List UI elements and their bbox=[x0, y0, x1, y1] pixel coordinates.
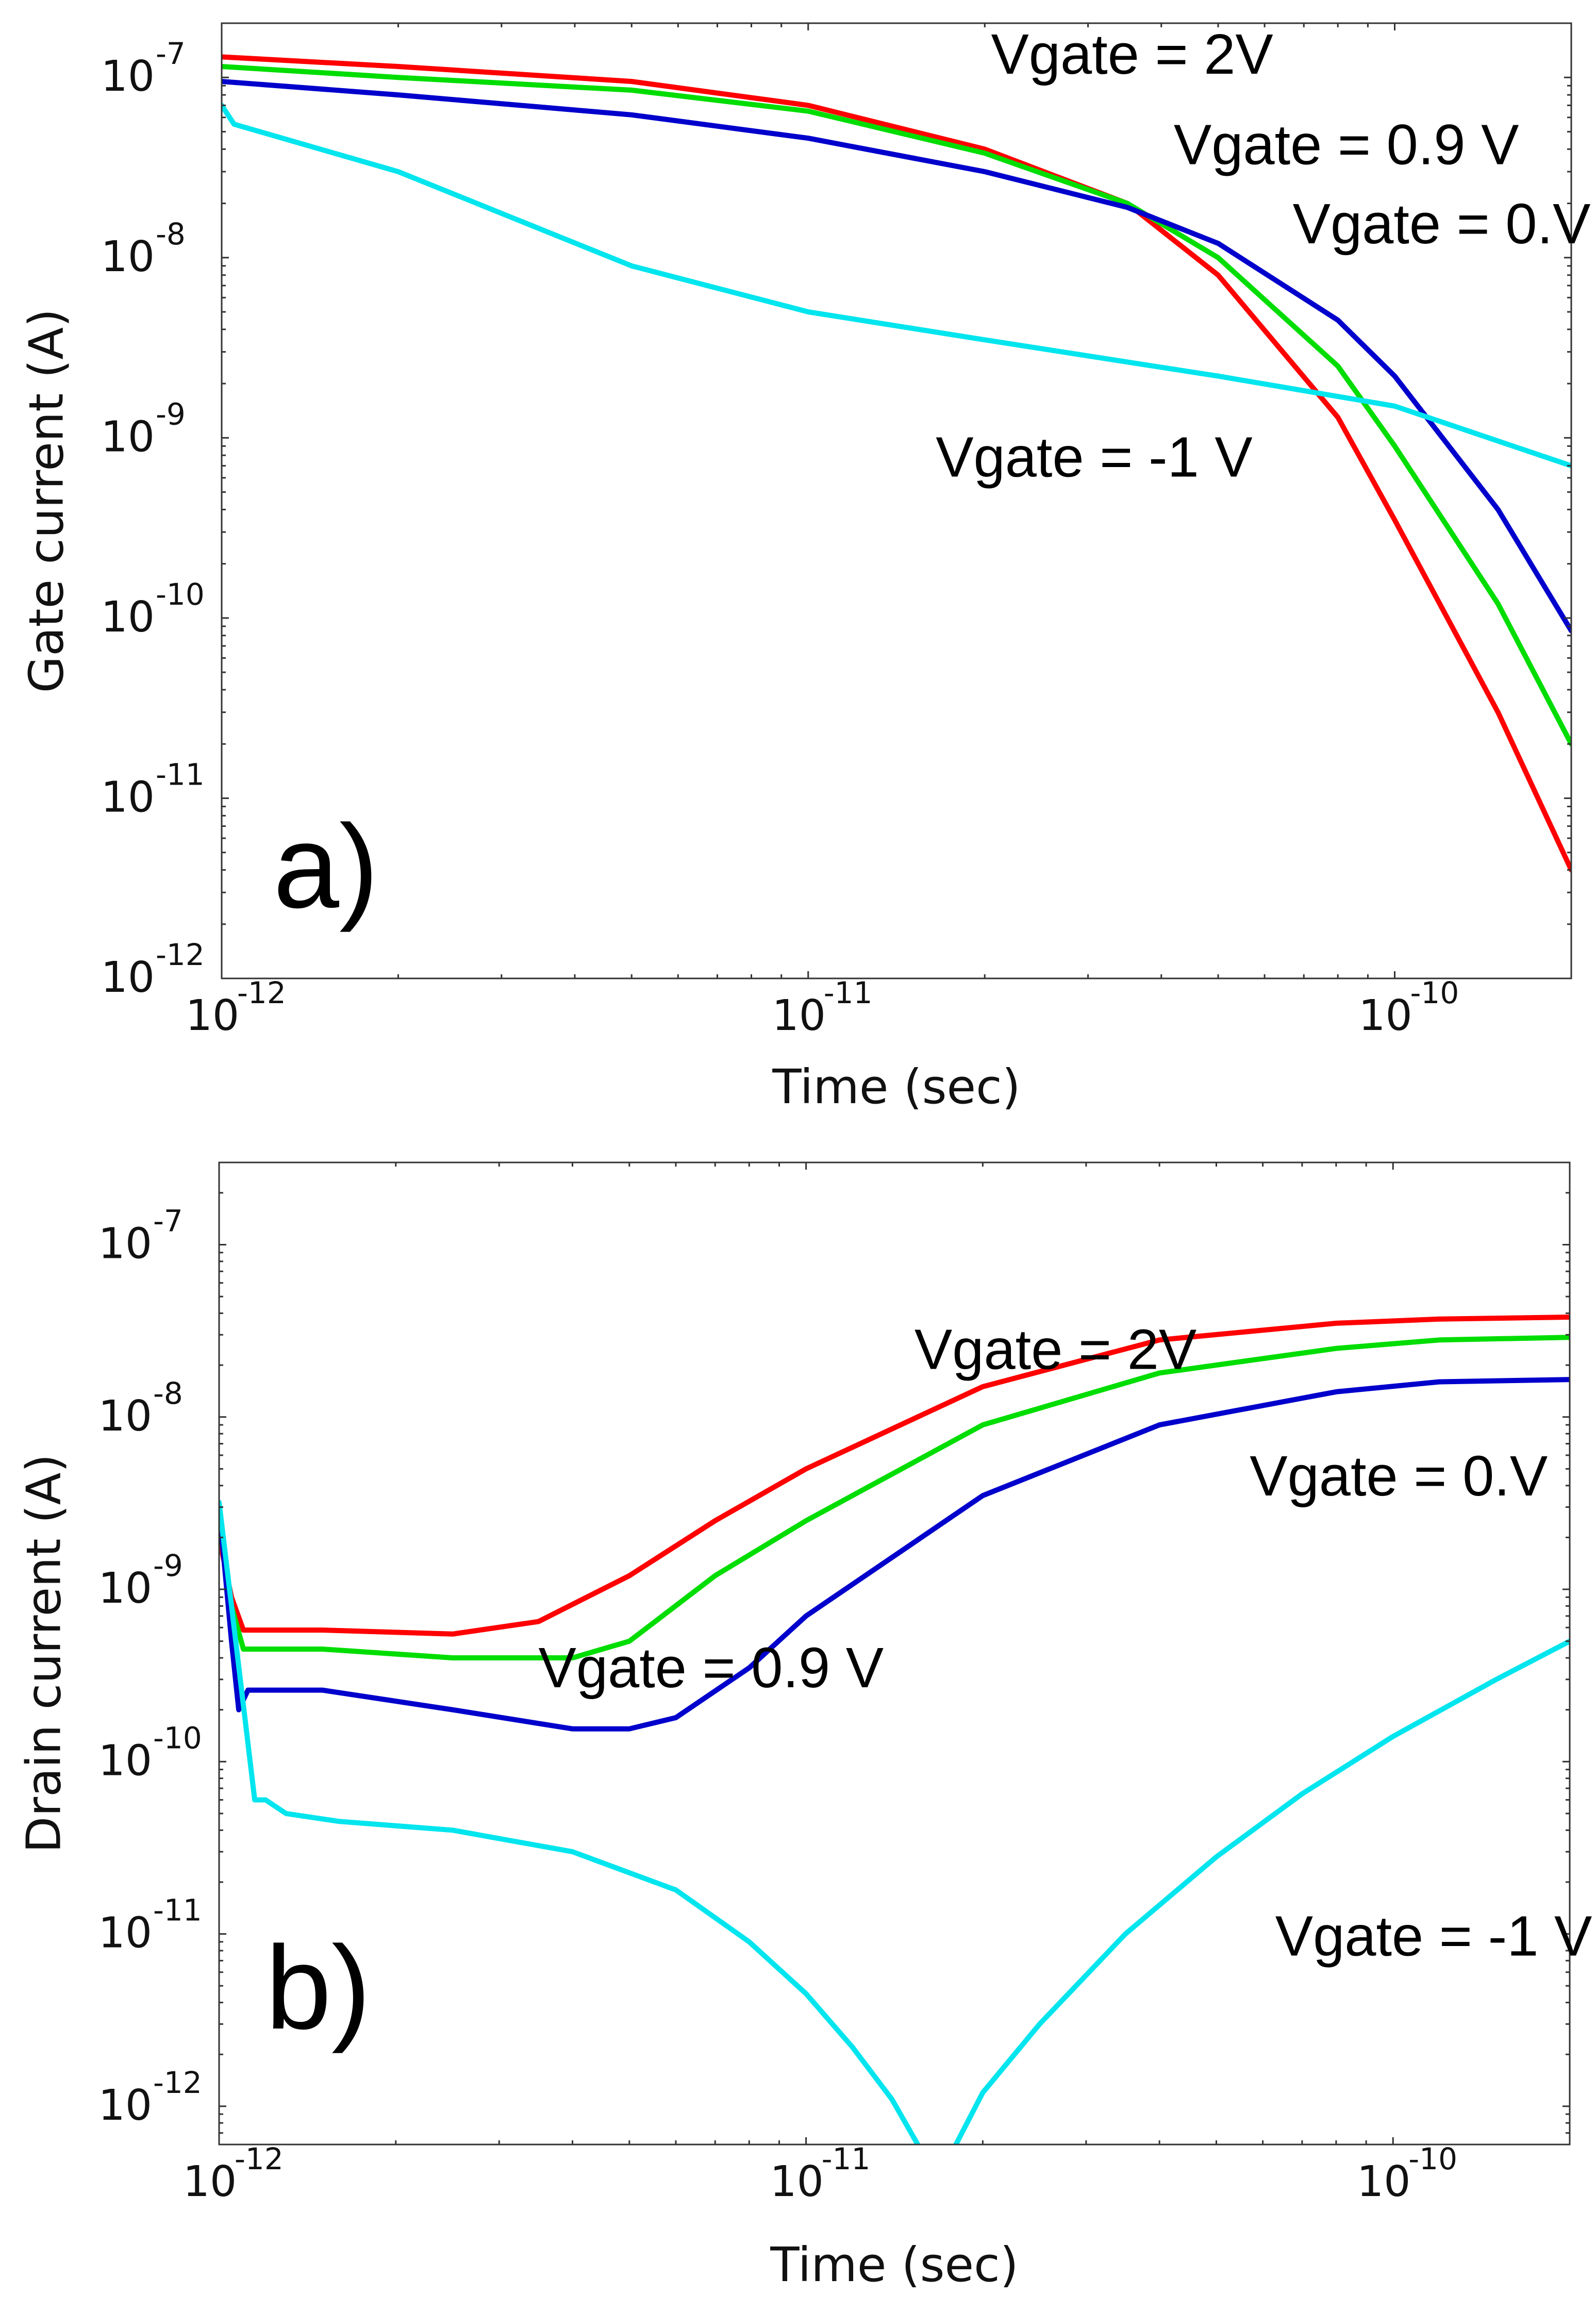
y-tick-label: 10 bbox=[98, 1909, 152, 1958]
y-tick-exponent: -8 bbox=[156, 217, 186, 252]
y-tick-exponent: -12 bbox=[153, 2065, 202, 2100]
x-tick-exponent: -12 bbox=[235, 2141, 284, 2176]
y-tick-label: 10 bbox=[98, 1219, 152, 1268]
annotation-label: Vgate = 2V bbox=[991, 23, 1273, 86]
x-tick-label: 10 bbox=[772, 991, 826, 1040]
y-tick-exponent: -11 bbox=[153, 1893, 202, 1928]
panel-label: a) bbox=[273, 800, 379, 933]
y-tick-label: 10 bbox=[98, 1392, 152, 1441]
x-tick-exponent: -11 bbox=[824, 975, 873, 1010]
series-group bbox=[219, 1315, 1570, 2144]
series-line-3 bbox=[222, 103, 1571, 469]
x-tick-label: 10 bbox=[1358, 991, 1412, 1040]
y-tick-label: 10 bbox=[101, 593, 155, 642]
y-tick-exponent: -7 bbox=[153, 1203, 183, 1238]
x-tick-exponent: -11 bbox=[822, 2141, 871, 2176]
y-axis-label: Gate current (A) bbox=[19, 309, 74, 693]
y-tick-label: 10 bbox=[101, 953, 155, 1002]
panel-label: b) bbox=[265, 1921, 371, 2054]
x-tick-label: 10 bbox=[186, 991, 239, 1040]
annotation-label: Vgate = 0.V bbox=[1250, 1444, 1548, 1508]
plot-frame bbox=[221, 22, 1572, 979]
x-tick-exponent: -12 bbox=[237, 975, 286, 1010]
y-tick-label: 10 bbox=[101, 773, 155, 822]
annotation-label: Vgate = -1 V bbox=[1275, 1904, 1592, 1968]
x-axis-label: Time (sec) bbox=[772, 1059, 1020, 1115]
y-tick-exponent: -12 bbox=[156, 937, 205, 972]
y-tick-exponent: -7 bbox=[156, 36, 186, 71]
x-tick-label: 10 bbox=[183, 2157, 237, 2206]
plot-frame bbox=[218, 1161, 1571, 2146]
annotation-label: Vgate = -1 V bbox=[936, 425, 1253, 489]
series-line-4 bbox=[953, 1638, 1570, 2144]
series-line-3 bbox=[219, 1500, 921, 2144]
y-tick-label: 10 bbox=[98, 2081, 152, 2130]
x-axis-label: Time (sec) bbox=[770, 2237, 1018, 2292]
series-group bbox=[222, 54, 1571, 873]
y-tick-label: 10 bbox=[98, 1564, 152, 1613]
y-axis-label: Drain current (A) bbox=[16, 1454, 72, 1853]
y-tick-label: 10 bbox=[101, 52, 155, 101]
panel-b: 10-12 10-11 10-1010-1210-1110-1010-910-810… bbox=[16, 1161, 1592, 2292]
panel-a: 10-12 10-11 10-1010-1210-1110-1010-910-810… bbox=[19, 22, 1591, 1115]
y-tick-exponent: -10 bbox=[153, 1720, 202, 1755]
y-tick-exponent: -9 bbox=[153, 1548, 183, 1583]
series-line-1 bbox=[219, 1335, 1570, 1660]
annotation-label: Vgate = 0.V bbox=[1293, 192, 1591, 256]
x-tick-exponent: -10 bbox=[1408, 2141, 1457, 2176]
x-tick-label: 10 bbox=[770, 2157, 823, 2206]
y-tick-exponent: -10 bbox=[156, 577, 205, 612]
x-tick-label: 10 bbox=[1357, 2157, 1410, 2206]
y-tick-exponent: -11 bbox=[156, 757, 205, 792]
annotation-label: Vgate = 0.9 V bbox=[1174, 113, 1519, 177]
annotation-label: Vgate = 0.9 V bbox=[538, 1636, 884, 1700]
y-tick-exponent: -9 bbox=[156, 396, 186, 431]
x-tick-exponent: -10 bbox=[1410, 975, 1459, 1010]
y-tick-exponent: -8 bbox=[153, 1376, 183, 1411]
y-tick-label: 10 bbox=[98, 1736, 152, 1785]
y-tick-label: 10 bbox=[101, 232, 155, 281]
series-line-1 bbox=[222, 64, 1571, 747]
series-line-0 bbox=[222, 54, 1571, 873]
annotation-label: Vgate = 2V bbox=[915, 1318, 1196, 1382]
series-line-2 bbox=[219, 1377, 1570, 1732]
y-tick-label: 10 bbox=[101, 412, 155, 461]
series-line-2 bbox=[222, 79, 1571, 634]
series-line-0 bbox=[219, 1315, 1570, 1637]
